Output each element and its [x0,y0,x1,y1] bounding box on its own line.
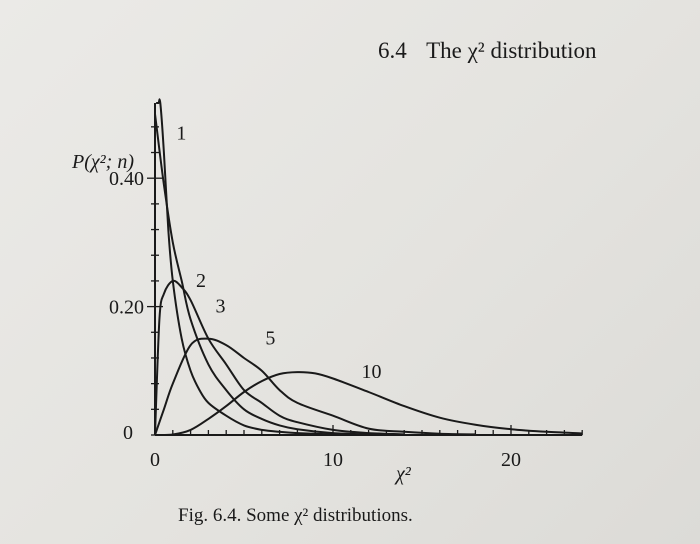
section-title: The χ² distribution [426,38,597,63]
curve-dof-3 [154,279,405,436]
y-tick-label: 0 [123,422,133,444]
y-tick-label: 0.40 [109,168,144,190]
chart-labels: P(χ²; n) χ² 0 10 20 0 0.20 0.40 1 23 5 10 [71,122,521,485]
x-tick-label: 10 [323,449,343,471]
curve-label-2: 2 [196,270,206,292]
curve-dof-2 [154,113,369,436]
x-tick-label: 20 [501,449,521,471]
curve-dof-5 [154,337,476,436]
curve-label-1: 1 [176,122,186,144]
curve-label-10: 10 [361,361,381,383]
chart-curves [154,98,583,437]
y-tick-label: 0.20 [109,297,144,319]
curve-dof-10 [154,371,583,437]
section-number: 6.4 [378,38,407,63]
curve-label-5: 5 [265,328,275,350]
x-tick-label: 0 [150,449,160,471]
page-header: 6.4 The χ² distribution [378,38,597,64]
figure-caption: Fig. 6.4. Some χ² distributions. [178,505,413,526]
y-axis-label: P(χ²; n) [71,151,134,173]
x-axis-label: χ² [394,463,412,485]
curve-dof-1 [156,98,334,436]
curve-label-3: 3 [216,296,226,318]
chart-axes [147,103,583,436]
